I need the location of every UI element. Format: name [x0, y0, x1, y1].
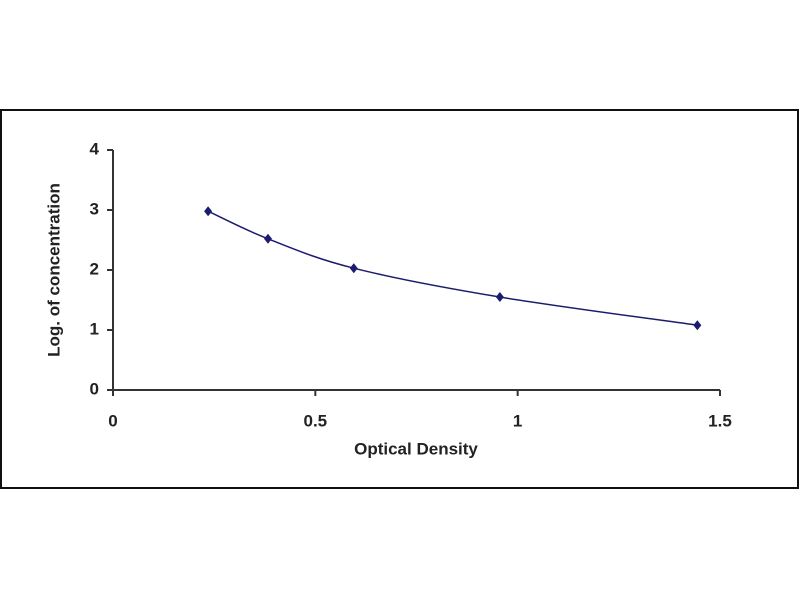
chart-frame: [0, 109, 799, 489]
marker: [204, 206, 213, 217]
curve: [207, 210, 698, 326]
y-tick-label: 2: [90, 259, 99, 278]
x-axis-label: Optical Density: [354, 439, 478, 458]
x-tick-label: 1: [513, 411, 522, 430]
y-tick-label: 1: [90, 319, 99, 338]
y-tick-label: 0: [90, 379, 99, 398]
y-tick-label: 3: [90, 199, 99, 218]
marker: [349, 263, 358, 274]
y-tick-label: 4: [90, 139, 100, 158]
marker: [693, 320, 702, 331]
x-tick-label: 1.5: [708, 411, 732, 430]
x-tick-label: 0: [108, 411, 117, 430]
marker: [495, 292, 504, 302]
y-axis-label: Log. of concentration: [44, 183, 63, 357]
marker: [263, 233, 272, 244]
x-tick-label: 0.5: [304, 411, 328, 430]
